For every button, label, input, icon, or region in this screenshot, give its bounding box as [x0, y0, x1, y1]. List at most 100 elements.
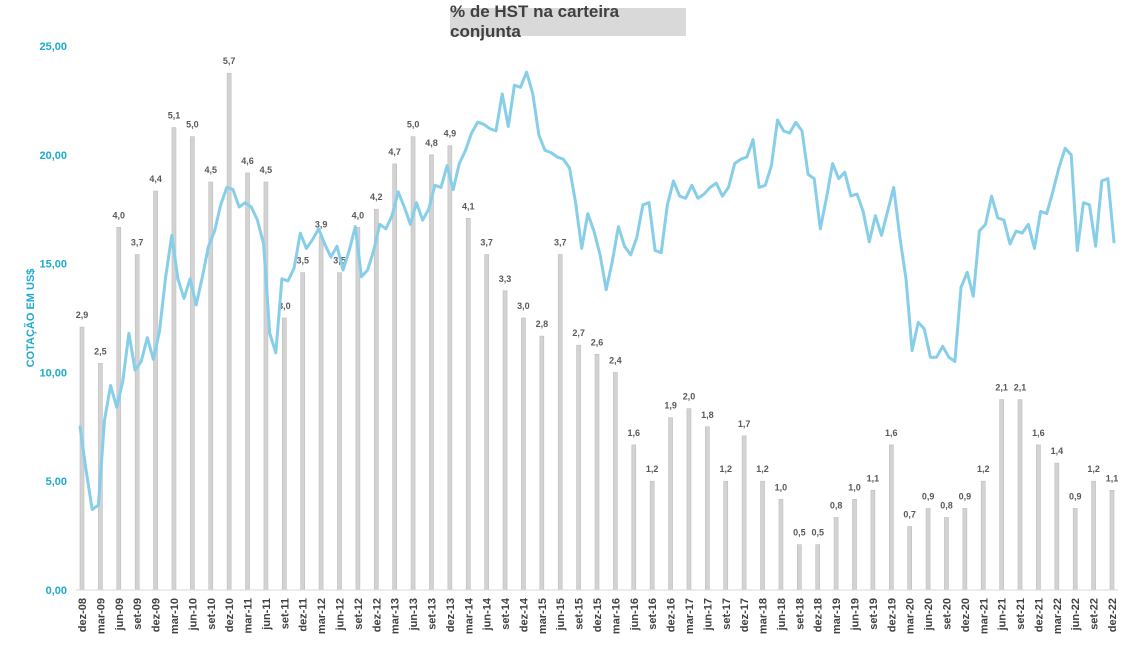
bar: [594, 353, 600, 591]
x-tick-label: mar-11: [243, 598, 255, 633]
bar: [723, 480, 729, 591]
bar-data-label: 2,0: [683, 392, 696, 402]
x-tick-label: set-14: [500, 597, 512, 630]
x-tick-label: mar-18: [758, 598, 770, 634]
bar-data-label: 2,1: [1014, 383, 1027, 393]
bar-data-label: 1,2: [977, 464, 990, 474]
x-tick-label: mar-16: [610, 598, 622, 634]
bar: [852, 499, 857, 591]
x-tick-label: set-09: [132, 598, 144, 630]
x-tick-label: set-11: [279, 598, 291, 629]
bar: [999, 399, 1004, 591]
x-tick-label: mar-14: [463, 597, 475, 634]
bar: [447, 145, 453, 591]
bar: [337, 272, 342, 591]
bar: [760, 480, 765, 591]
bar: [741, 435, 747, 591]
bar: [134, 254, 140, 591]
bar: [465, 217, 471, 591]
bar-data-label: 2,6: [591, 337, 604, 347]
bar: [282, 317, 287, 591]
bar-data-label: 2,9: [76, 310, 89, 320]
x-tick-label: jun-15: [555, 598, 567, 631]
x-tick-label: jun-21: [997, 598, 1009, 631]
bar: [778, 499, 784, 591]
bar: [576, 344, 581, 591]
bar: [373, 208, 379, 591]
bar-data-label: 4,0: [113, 210, 126, 220]
x-tick-label: dez-12: [371, 598, 383, 632]
bar: [686, 408, 692, 591]
bar-data-label: 4,6: [241, 156, 254, 166]
bar-data-label: 5,7: [223, 56, 236, 66]
x-tick-label: dez-13: [445, 598, 457, 632]
bar: [153, 190, 158, 591]
bar-data-label: 0,8: [830, 500, 843, 510]
bar: [502, 290, 508, 591]
bar: [318, 236, 324, 591]
x-tick-label: mar-19: [831, 598, 843, 634]
bar: [833, 517, 839, 591]
bar-data-label: 1,9: [664, 401, 677, 411]
x-tick-label: jun-12: [335, 598, 347, 631]
bar: [1091, 480, 1096, 591]
y-tick-label: 0,00: [46, 585, 67, 597]
bar-data-label: 4,5: [204, 165, 217, 175]
x-tick-label: jun-10: [187, 598, 199, 631]
x-tick-label: jun-19: [850, 598, 862, 631]
x-tick-label: set-12: [353, 598, 365, 630]
bar: [870, 489, 876, 591]
chart-title: % de HST na carteira conjunta: [450, 2, 686, 41]
bar-data-label: 1,7: [738, 419, 751, 429]
x-tick-label: jun-09: [114, 598, 126, 631]
x-tick-label: dez-20: [960, 598, 972, 632]
bar-data-label: 5,0: [186, 120, 199, 130]
bar: [668, 417, 673, 591]
bar: [797, 544, 802, 591]
x-tick-label: set-17: [721, 598, 733, 630]
x-tick-label: mar-12: [316, 598, 328, 634]
x-tick-label: jun-18: [776, 598, 788, 631]
bar-data-label: 1,6: [885, 428, 898, 438]
bar-data-label: 0,9: [959, 491, 972, 501]
x-tick-label: mar-22: [1052, 598, 1064, 634]
x-tick-label: jun-13: [408, 598, 420, 631]
bar: [649, 480, 655, 591]
bar: [484, 254, 489, 591]
x-tick-label: jun-11: [261, 598, 273, 631]
bar: [245, 172, 250, 591]
bar: [815, 544, 821, 591]
bar: [613, 372, 618, 591]
y-axis-title: COTAÇÃO EM US$: [24, 269, 37, 368]
bar-data-label: 1,2: [1087, 464, 1100, 474]
x-tick-label: set-21: [1015, 598, 1027, 630]
bar-data-label: 1,4: [1051, 446, 1064, 456]
x-tick-label: mar-15: [537, 598, 549, 634]
bar-data-label: 4,5: [260, 165, 273, 175]
x-tick-label: dez-11: [298, 598, 310, 632]
y-tick-label: 25,00: [39, 41, 67, 53]
x-tick-label: jun-16: [629, 598, 641, 631]
x-tick-label: dez-18: [813, 598, 825, 632]
bar-data-label: 5,0: [407, 120, 420, 130]
bar-data-label: 0,9: [922, 491, 935, 501]
x-tick-label: set-20: [941, 598, 953, 630]
x-tick-label: dez-08: [77, 598, 89, 632]
x-tick-label: jun-17: [702, 598, 714, 631]
bar: [1036, 444, 1041, 591]
bar-data-label: 1,1: [867, 473, 880, 483]
bar: [171, 127, 177, 591]
bar-data-label: 4,9: [444, 129, 457, 139]
bar: [300, 272, 306, 591]
bar-data-label: 1,2: [719, 464, 732, 474]
bar-data-label: 3,9: [315, 219, 328, 229]
bar-data-label: 4,2: [370, 192, 383, 202]
x-tick-label: mar-17: [684, 598, 696, 634]
x-tick-label: set-22: [1089, 598, 1101, 630]
x-tick-label: set-19: [868, 598, 880, 630]
bar: [557, 254, 563, 591]
x-tick-label: dez-14: [518, 597, 530, 632]
bar-data-label: 4,8: [425, 138, 438, 148]
